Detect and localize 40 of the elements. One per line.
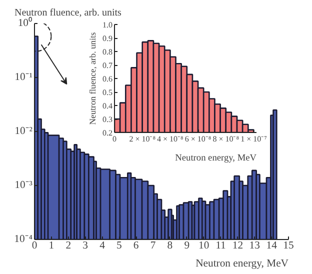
x-tick-label: 4	[100, 240, 106, 252]
y-tick-label: 1.0	[102, 20, 112, 30]
y-tick-label: 0.5	[102, 88, 112, 97]
x-tick-label: 1 × 10⁻⁷	[240, 134, 268, 144]
y-tick-label: 0.6	[102, 74, 112, 84]
x-tick-label: 2 × 10⁻⁸	[129, 134, 156, 144]
x-tick-label: 13	[249, 240, 260, 252]
y-tick-label: 0.2	[102, 128, 112, 138]
x-tick-label: 12	[232, 240, 244, 252]
x-tick-label: 10	[198, 240, 210, 252]
x-tick-label: 14	[266, 240, 278, 252]
x-tick-label: 5	[116, 240, 122, 252]
x-tick-label: 2	[66, 240, 72, 252]
x-tick-label: 6 × 10⁻⁸	[184, 134, 212, 144]
y-tick-label: 10⁻¹	[14, 72, 33, 83]
x-tick-label: 15	[283, 240, 294, 252]
x-axis-title: Neutron energy, MeV	[175, 154, 257, 164]
y-tick-label: 0.4	[102, 102, 112, 110]
x-tick-label: 3	[82, 240, 88, 252]
x-tick-label: 8	[167, 240, 173, 252]
x-tick-label: 7	[150, 240, 156, 252]
y-tick-label: 0.3	[102, 115, 112, 124]
y-axis-title: Neutron fluence, arb. units	[88, 32, 98, 125]
y-tick-label: 0.9	[102, 34, 112, 43]
x-tick-label: 0	[32, 240, 38, 252]
y-axis-title: Neutron fluence, arb. units	[14, 8, 122, 18]
x-tick-label: 6	[133, 240, 140, 252]
x-axis-title: Neutron energy, MeV	[196, 258, 289, 270]
x-tick-label: 4 × 10⁻⁸	[157, 134, 184, 144]
y-tick-label: 0.7	[102, 61, 112, 70]
x-tick-label: 9	[184, 240, 190, 252]
x-tick-label: 0	[112, 134, 116, 144]
y-tick-label: 0.8	[102, 48, 112, 56]
x-tick-label: 8 × 10⁻⁸	[212, 134, 240, 144]
x-tick-label: 11	[216, 240, 226, 252]
y-tick-label: 10⁻²	[14, 126, 33, 137]
y-tick-label: 10⁻⁴	[14, 234, 33, 245]
x-tick-label: 1	[48, 240, 54, 252]
y-tick-label: 10⁰	[18, 16, 32, 29]
y-tick-label: 10⁻³	[14, 180, 33, 191]
